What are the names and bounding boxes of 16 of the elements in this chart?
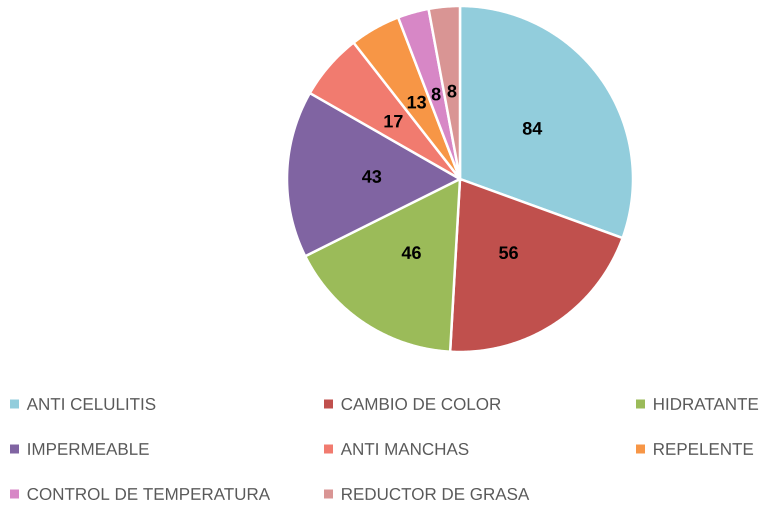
data-label: 8: [432, 88, 441, 100]
legend-label: ANTI CELULITIS: [26, 398, 156, 410]
data-label: 17: [384, 115, 403, 128]
legend-label: REDUCTOR DE GRASA: [342, 488, 530, 500]
data-label: 46: [402, 246, 421, 260]
data-label: 13: [408, 96, 426, 109]
data-label: 56: [499, 246, 518, 260]
legend-label: IMPERMEABLE: [28, 443, 149, 455]
legend-label: CONTROL DE TEMPERATURA: [28, 488, 270, 500]
data-label: 84: [522, 122, 542, 135]
legend-label: REPELENTE: [654, 443, 754, 455]
legend-label: CAMBIO DE COLOR: [342, 398, 500, 410]
legend-label: HIDRATANTE: [654, 398, 758, 410]
data-label: 43: [362, 170, 382, 183]
legend-label: ANTI MANCHAS: [340, 442, 468, 456]
data-label: 8: [448, 84, 456, 98]
